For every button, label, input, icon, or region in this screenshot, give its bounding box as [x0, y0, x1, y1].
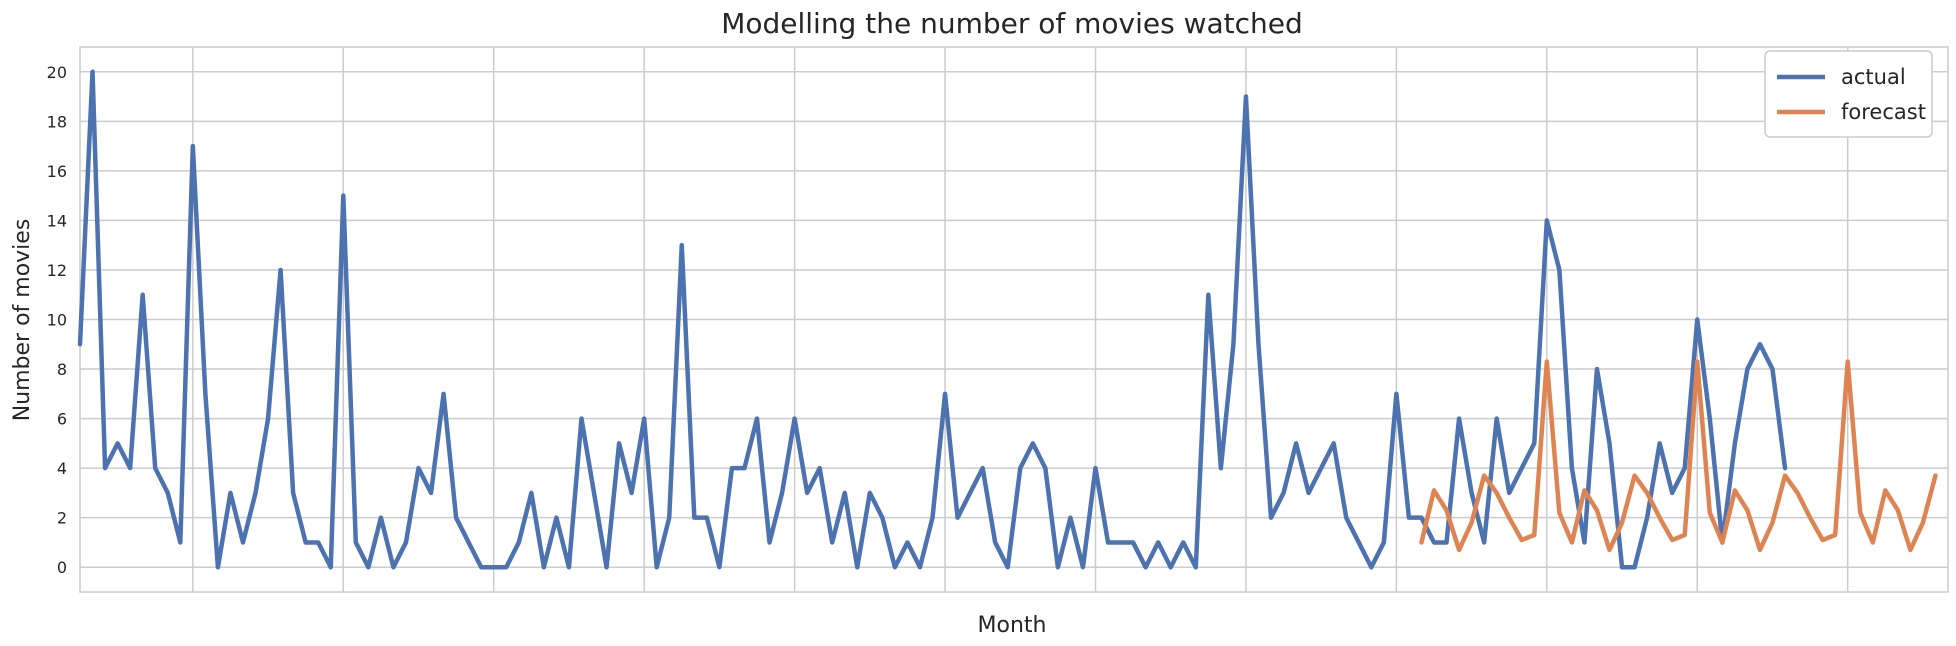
legend-label-actual: actual	[1841, 65, 1906, 89]
series-line-forecast	[1419, 359, 1938, 553]
y-tick-label: 14	[47, 211, 67, 230]
y-tick-label: 20	[47, 63, 67, 82]
y-tick-label: 0	[57, 558, 67, 577]
y-axis-label: Number of movies	[10, 219, 35, 422]
legend: actual forecast	[1764, 50, 1933, 138]
y-tick-label: 8	[57, 360, 67, 379]
y-tick-label: 12	[47, 261, 67, 280]
series-lines	[77, 69, 1938, 570]
series-line-actual	[77, 69, 1788, 570]
y-tick-label: 4	[57, 459, 67, 478]
x-axis-label: Month	[978, 613, 1047, 638]
y-tick-label: 2	[57, 509, 67, 528]
y-tick-labels: 0 2 4 6 8 10 12 14 16 18 20	[47, 63, 67, 577]
chart-title: Modelling the number of movies watched	[721, 7, 1303, 40]
legend-box	[1764, 50, 1933, 138]
y-tick-label: 18	[47, 112, 67, 131]
y-tick-label: 10	[47, 311, 67, 330]
y-tick-label: 16	[47, 162, 67, 181]
legend-label-forecast: forecast	[1841, 100, 1926, 124]
y-tick-label: 6	[57, 410, 67, 429]
